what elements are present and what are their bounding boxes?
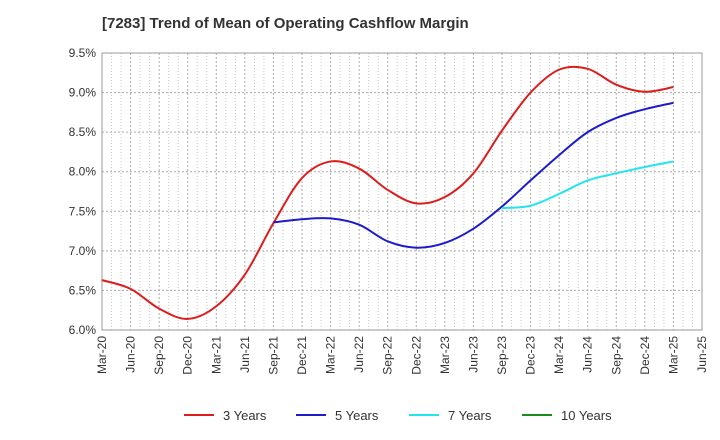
y-tick-label: 8.5% <box>69 125 97 139</box>
legend-label: 10 Years <box>561 408 612 423</box>
x-tick-label: Sep-20 <box>152 336 166 375</box>
y-tick-label: 9.0% <box>69 86 97 100</box>
x-axis-ticks: Mar-20 Jun-20 Sep-20 Dec-20 Mar-21 Jun-21 Sep-… <box>95 336 709 375</box>
x-tick-label: Dec-20 <box>181 336 195 375</box>
x-tick-label: Sep-23 <box>495 336 509 375</box>
y-tick-label: 8.0% <box>69 165 97 179</box>
x-tick-label: Dec-21 <box>295 336 309 375</box>
x-tick-label: Jun-24 <box>581 336 595 373</box>
y-tick-label: 6.5% <box>69 283 97 297</box>
legend-label: 5 Years <box>335 408 379 423</box>
x-tick-label: Dec-24 <box>638 336 652 375</box>
series-line-5-years <box>273 101 674 249</box>
series-lines <box>101 65 674 320</box>
y-tick-label: 9.5% <box>69 46 97 60</box>
chart-title: [7283] Trend of Mean of Operating Cashfl… <box>102 15 469 32</box>
x-tick-label: Jun-21 <box>238 336 252 373</box>
legend-label: 7 Years <box>448 408 492 423</box>
y-tick-label: 6.0% <box>69 323 97 337</box>
plot-area-border <box>101 52 703 331</box>
x-tick-label: Mar-22 <box>324 336 338 374</box>
x-tick-label: Jun-25 <box>695 336 709 373</box>
x-tick-label: Sep-21 <box>266 336 280 375</box>
grid-lines <box>102 53 702 330</box>
x-tick-label: Dec-23 <box>524 336 538 375</box>
x-tick-label: Sep-22 <box>381 336 395 375</box>
x-tick-label: Mar-24 <box>552 336 566 374</box>
x-tick-label: Mar-23 <box>438 336 452 374</box>
x-tick-label: Jun-23 <box>466 336 480 373</box>
y-tick-label: 7.0% <box>69 244 97 258</box>
series-line-7-years <box>501 160 674 210</box>
legend: 3 Years 5 Years 7 Years 10 Years <box>184 408 612 423</box>
legend-label: 3 Years <box>223 408 267 423</box>
y-tick-label: 7.5% <box>69 204 97 218</box>
x-tick-label: Mar-25 <box>666 336 680 374</box>
y-axis-ticks: 6.0% 6.5% 7.0% 7.5% 8.0% 8.5% 9.0% 9.5% <box>69 46 97 337</box>
series-line-3-years <box>101 65 674 320</box>
x-tick-label: Mar-21 <box>209 336 223 374</box>
x-tick-label: Mar-20 <box>95 336 109 374</box>
x-tick-label: Jun-22 <box>352 336 366 373</box>
x-tick-label: Sep-24 <box>609 336 623 375</box>
x-tick-label: Jun-20 <box>124 336 138 373</box>
x-tick-label: Dec-22 <box>409 336 423 375</box>
